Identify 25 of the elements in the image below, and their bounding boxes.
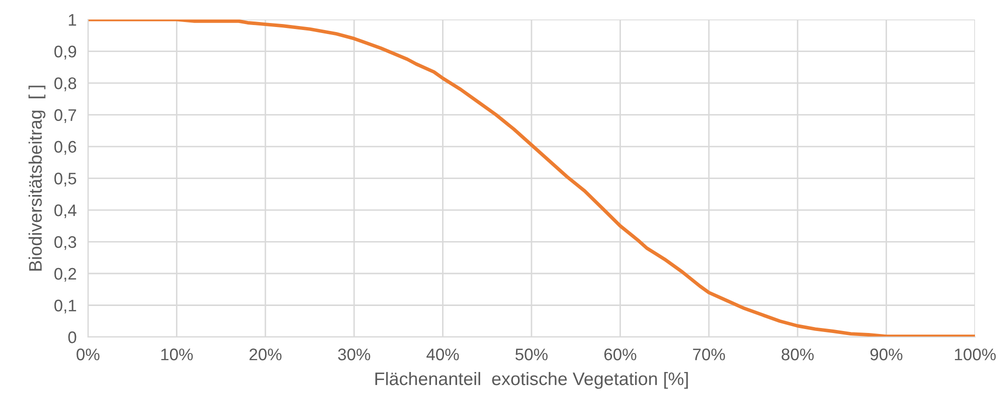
x-tick-label: 50% — [515, 348, 548, 360]
line-series — [88, 20, 975, 337]
y-tick-label: 0,7 — [54, 109, 76, 123]
x-tick-label: 0% — [76, 348, 100, 360]
x-tick-label: 100% — [954, 348, 996, 360]
x-tick-label: 70% — [693, 348, 725, 360]
y-tick-label: 0,5 — [54, 172, 76, 186]
y-tick-label: 0,9 — [54, 46, 76, 60]
y-tick-label: 0,8 — [54, 77, 76, 92]
y-tick-label: 0,3 — [54, 236, 76, 250]
y-tick-label: 0,4 — [54, 204, 76, 218]
x-tick-label: 90% — [870, 348, 902, 360]
x-tick-label: 80% — [782, 348, 814, 360]
x-tick-label: 20% — [250, 348, 282, 360]
x-axis-title: Flächenanteil exotische Vegetation [%] — [375, 372, 688, 389]
y-tick-label: 1 — [68, 14, 76, 26]
x-tick-label: 60% — [604, 348, 636, 360]
y-tick-label: 0,2 — [54, 268, 76, 282]
y-axis-title: Biodiversitätsbeitrag [ ] — [28, 86, 46, 271]
y-tick-label: 0,6 — [54, 140, 76, 155]
y-tick-label: 0,1 — [54, 300, 76, 314]
x-tick-label: 10% — [161, 348, 193, 360]
x-tick-label: 40% — [426, 348, 459, 360]
x-tick-label: 30% — [338, 348, 370, 360]
y-tick-label: 0 — [68, 331, 76, 344]
